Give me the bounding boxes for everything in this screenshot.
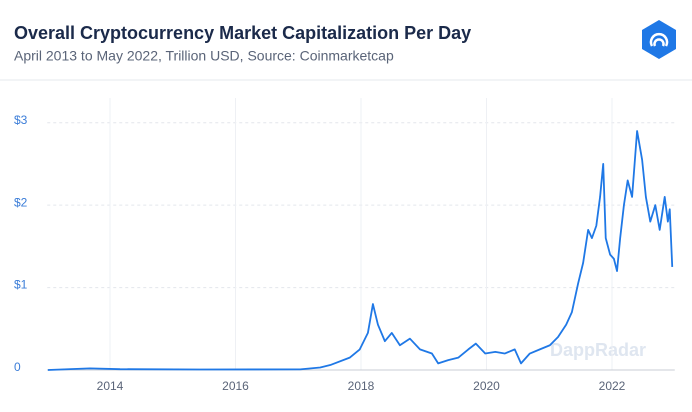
x-tick-label: 2014 bbox=[97, 379, 124, 393]
chart-subtitle: April 2013 to May 2022, Trillion USD, So… bbox=[14, 48, 394, 64]
y-tick-label: 0 bbox=[14, 360, 21, 374]
logo-arc bbox=[653, 38, 665, 47]
line-series bbox=[47, 130, 674, 371]
x-tick-label: 2020 bbox=[473, 379, 500, 393]
logo bbox=[642, 20, 676, 59]
x-tick-label: 2022 bbox=[599, 379, 626, 393]
x-tick-label: 2018 bbox=[348, 379, 375, 393]
watermark: DappRadar bbox=[550, 340, 646, 360]
y-tick-label: $3 bbox=[14, 113, 28, 127]
y-tick-label: $2 bbox=[14, 195, 28, 209]
y-tick-label: $1 bbox=[14, 278, 28, 292]
x-tick-label: 2016 bbox=[222, 379, 249, 393]
chart-title: Overall Cryptocurrency Market Capitaliza… bbox=[14, 23, 471, 43]
logo-arc bbox=[649, 32, 669, 47]
